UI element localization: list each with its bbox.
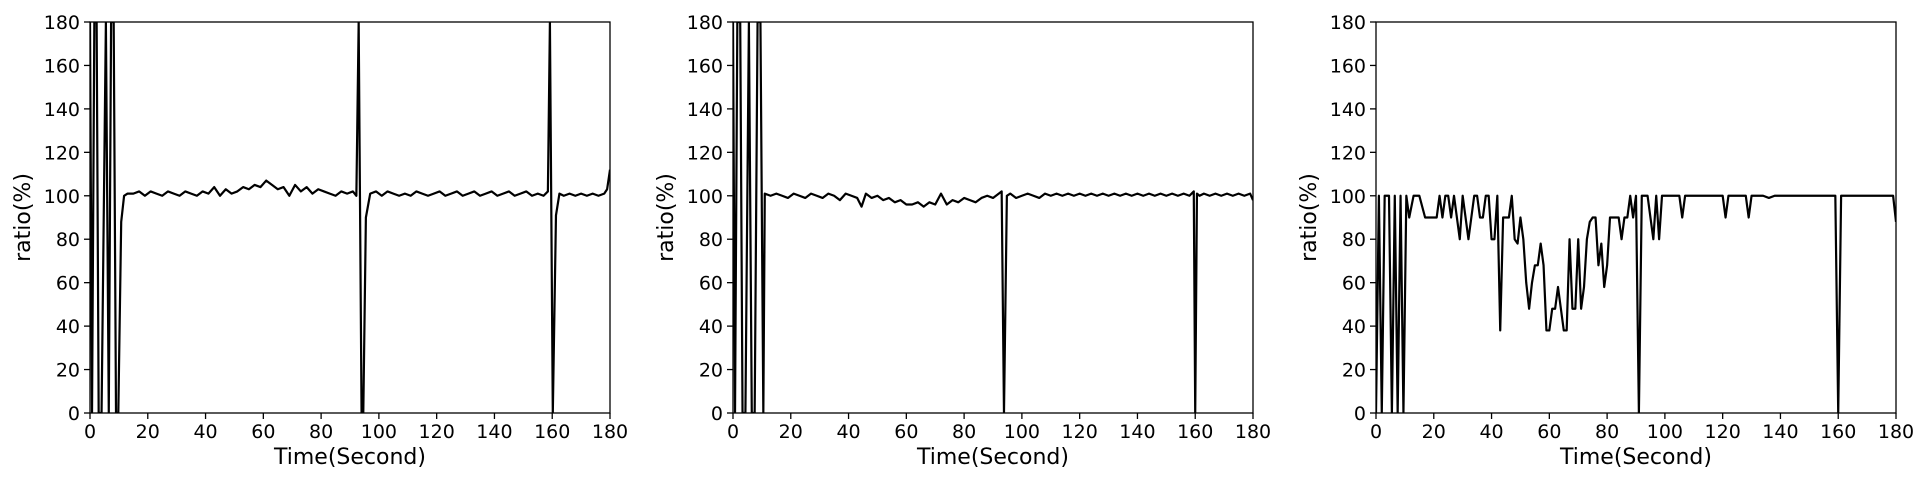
x-tick-label: 20	[1422, 421, 1446, 443]
y-tick-label: 0	[1354, 403, 1366, 425]
y-tick-label: 40	[56, 316, 80, 338]
x-tick-label: 100	[1004, 421, 1040, 443]
x-tick-label: 40	[1479, 421, 1503, 443]
x-tick-label: 40	[836, 421, 860, 443]
y-tick-label: 60	[699, 273, 723, 295]
x-tick-label: 80	[1595, 421, 1619, 443]
x-tick-label: 0	[84, 421, 96, 443]
y-tick-label: 160	[687, 55, 723, 77]
y-tick-label: 40	[1342, 316, 1366, 338]
x-tick-label: 120	[1062, 421, 1098, 443]
y-tick-label: 100	[44, 186, 80, 208]
x-tick-label: 60	[894, 421, 918, 443]
x-tick-label: 180	[1235, 421, 1271, 443]
series-line-1	[90, 22, 610, 413]
y-tick-label: 20	[699, 360, 723, 382]
y-tick-label: 60	[56, 273, 80, 295]
y-tick-label: 180	[1330, 12, 1366, 34]
x-tick-label: 100	[361, 421, 397, 443]
axes-frame	[732, 21, 1254, 414]
x-axis-title: Time(Second)	[273, 445, 426, 470]
y-tick-label: 100	[687, 186, 723, 208]
y-tick-label: 140	[44, 99, 80, 121]
x-tick-label: 80	[309, 421, 333, 443]
y-tick-label: 120	[1330, 142, 1366, 164]
y-axis-title: ratio(%)	[1297, 173, 1322, 262]
y-tick-label: 100	[1330, 186, 1366, 208]
x-tick-label: 160	[1177, 421, 1213, 443]
y-tick-label: 120	[44, 142, 80, 164]
x-tick-label: 20	[779, 421, 803, 443]
x-tick-label: 40	[193, 421, 217, 443]
y-tick-label: 0	[711, 403, 723, 425]
x-tick-label: 120	[1705, 421, 1741, 443]
x-tick-label: 60	[251, 421, 275, 443]
x-axis-title: Time(Second)	[1559, 445, 1712, 470]
y-tick-label: 40	[699, 316, 723, 338]
x-tick-label: 0	[727, 421, 739, 443]
x-tick-label: 180	[592, 421, 628, 443]
y-tick-label: 80	[1342, 229, 1366, 251]
x-tick-label: 120	[419, 421, 455, 443]
y-tick-label: 180	[687, 12, 723, 34]
y-tick-label: 160	[1330, 55, 1366, 77]
x-tick-label: 160	[534, 421, 570, 443]
x-axis-title: Time(Second)	[916, 445, 1069, 470]
y-tick-label: 20	[1342, 360, 1366, 382]
y-axis-title: ratio(%)	[11, 173, 36, 262]
y-tick-label: 0	[68, 403, 80, 425]
chart-panel-3: 0 20 40 60 80 100 120 140 160 180 0 20 40 60 80 100 120 1…	[1297, 12, 1914, 470]
x-tick-label: 0	[1370, 421, 1382, 443]
axes-frame	[1375, 21, 1897, 414]
x-tick-label: 20	[136, 421, 160, 443]
x-tick-label: 160	[1820, 421, 1856, 443]
series-line-1	[1376, 194, 1896, 413]
y-tick-label: 20	[56, 360, 80, 382]
x-tick-label: 100	[1647, 421, 1683, 443]
series-line-1	[733, 22, 1253, 413]
x-tick-label: 60	[1537, 421, 1561, 443]
y-tick-label: 60	[1342, 273, 1366, 295]
chart-panel-2: 0 20 40 60 80 100 120 140 160 180 0 20 40 60 80 100 120 1…	[654, 12, 1271, 470]
y-tick-label: 140	[1330, 99, 1366, 121]
x-tick-label: 140	[476, 421, 512, 443]
y-tick-label: 120	[687, 142, 723, 164]
x-tick-label: 80	[952, 421, 976, 443]
y-tick-label: 80	[699, 229, 723, 251]
x-tick-label: 140	[1119, 421, 1155, 443]
y-tick-label: 160	[44, 55, 80, 77]
chart-panel-1: 0 20 40 60 80 100 120 140 160 180 0 20 40 60 80 100 120 1…	[11, 12, 628, 470]
y-tick-label: 80	[56, 229, 80, 251]
x-tick-label: 180	[1878, 421, 1914, 443]
axes-frame	[89, 21, 611, 414]
y-tick-label: 140	[687, 99, 723, 121]
x-tick-label: 140	[1762, 421, 1798, 443]
y-tick-label: 180	[44, 12, 80, 34]
y-axis-title: ratio(%)	[654, 173, 679, 262]
